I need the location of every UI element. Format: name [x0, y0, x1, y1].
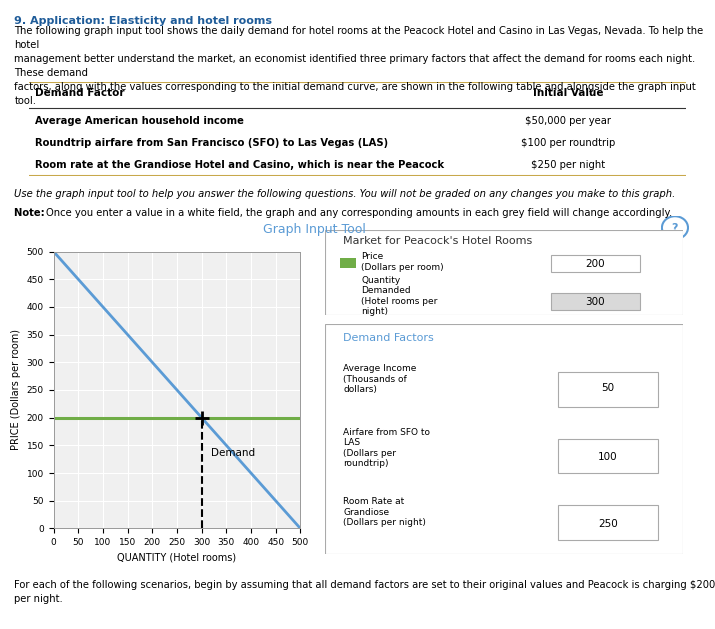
Text: 200: 200 [586, 259, 605, 269]
FancyBboxPatch shape [558, 505, 658, 540]
Text: 100: 100 [598, 452, 618, 462]
Text: $250 per night: $250 per night [531, 160, 605, 170]
Text: $50,000 per year: $50,000 per year [525, 116, 611, 126]
Bar [340, 258, 355, 268]
Text: Average American household income: Average American household income [35, 116, 244, 126]
Text: Use the graph input tool to help you answer the following questions. You will no: Use the graph input tool to help you ans… [14, 189, 676, 199]
Text: 250: 250 [598, 519, 618, 528]
Text: Market for Peacock's Hotel Rooms: Market for Peacock's Hotel Rooms [343, 237, 533, 247]
FancyBboxPatch shape [551, 255, 640, 272]
FancyBboxPatch shape [558, 439, 658, 473]
Text: Initial Value: Initial Value [533, 88, 603, 98]
FancyBboxPatch shape [325, 230, 683, 314]
Text: Roundtrip airfare from San Francisco (SFO) to Las Vegas (LAS): Roundtrip airfare from San Francisco (SF… [35, 138, 388, 148]
Text: Demand Factor: Demand Factor [35, 88, 124, 98]
Text: 300: 300 [586, 297, 605, 307]
Text: Demand Factors: Demand Factors [343, 333, 434, 343]
Text: 9. Application: Elasticity and hotel rooms: 9. Application: Elasticity and hotel roo… [14, 16, 272, 26]
Text: The following graph input tool shows the daily demand for hotel rooms at the Pea: The following graph input tool shows the… [14, 26, 704, 106]
Text: Graph Input Tool: Graph Input Tool [263, 223, 366, 237]
Text: Airfare from SFO to
LAS
(Dollars per
roundtrip): Airfare from SFO to LAS (Dollars per rou… [343, 428, 430, 468]
Text: 50: 50 [601, 383, 614, 393]
FancyBboxPatch shape [7, 210, 708, 573]
Text: ?: ? [671, 223, 679, 233]
Text: $100 per roundtrip: $100 per roundtrip [521, 138, 615, 148]
Text: Average Income
(Thousands of
dollars): Average Income (Thousands of dollars) [343, 364, 417, 394]
Text: Demand: Demand [212, 448, 256, 459]
Text: For each of the following scenarios, begin by assuming that all demand factors a: For each of the following scenarios, beg… [14, 580, 715, 604]
Text: Once you enter a value in a white field, the graph and any corresponding amounts: Once you enter a value in a white field,… [46, 208, 673, 218]
Y-axis label: PRICE (Dollars per room): PRICE (Dollars per room) [11, 330, 21, 450]
FancyBboxPatch shape [558, 372, 658, 406]
Text: Room Rate at
Grandiose
(Dollars per night): Room Rate at Grandiose (Dollars per nigh… [343, 498, 426, 527]
X-axis label: QUANTITY (Hotel rooms): QUANTITY (Hotel rooms) [117, 553, 237, 562]
Text: Note:: Note: [14, 208, 49, 218]
FancyBboxPatch shape [325, 324, 683, 554]
Text: Price
(Dollars per room): Price (Dollars per room) [361, 252, 444, 272]
FancyBboxPatch shape [551, 293, 640, 310]
Text: Quantity
Demanded
(Hotel rooms per
night): Quantity Demanded (Hotel rooms per night… [361, 276, 438, 316]
Text: Room rate at the Grandiose Hotel and Casino, which is near the Peacock: Room rate at the Grandiose Hotel and Cas… [35, 160, 444, 170]
